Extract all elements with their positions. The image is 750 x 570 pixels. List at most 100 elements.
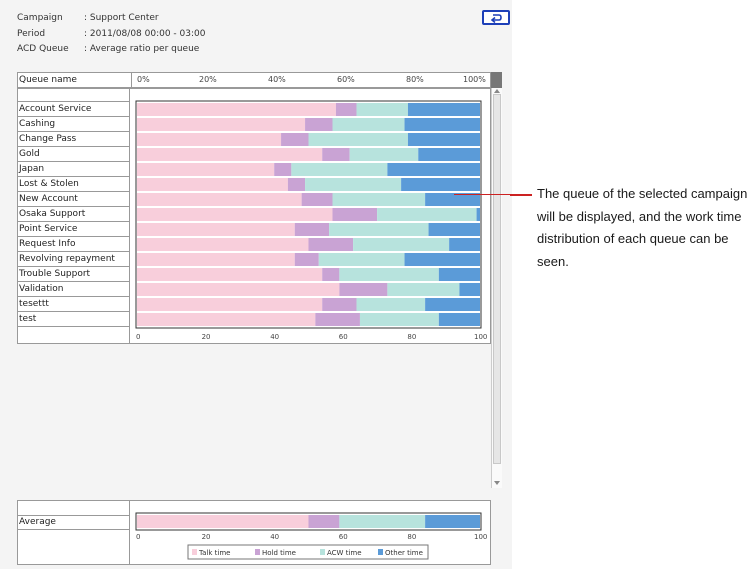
scroll-thumb[interactable] [493,94,501,464]
acd-queue-value: : Average ratio per queue [84,44,200,54]
average-axis-tick-label: 80 [407,533,416,541]
legend-label: Hold time [262,549,296,557]
axis-tick-label: 40 [270,333,279,341]
talk-time-segment [137,103,336,116]
hold-time-segment [322,298,357,311]
queue-name-item: Account Service [18,102,129,117]
acw-time-segment [332,193,426,206]
acw-time-segment [318,253,405,266]
talk-time-segment [137,268,323,281]
queue-stacked-bar-chart: 0 20 40 60 80 100 [135,100,487,341]
queue-name-item: test [18,312,129,327]
talk-time-segment [137,178,288,191]
scroll-up-icon[interactable] [494,89,500,93]
hold-time-segment [294,253,319,266]
axis-tick-label: 80 [407,333,416,341]
average-row-label: Average [18,515,129,530]
queue-name-item: Gold [18,147,129,162]
hold-time-segment [294,223,330,236]
talk-time-segment [137,298,323,311]
other-time-segment [404,118,480,131]
legend-label: ACW time [327,549,362,557]
hold-time-segment [339,283,388,296]
hold-time-segment [332,208,378,221]
acw-time-segment [356,298,426,311]
other-time-segment [438,313,480,326]
report-panel: Campaign : Support Center Period : 2011/… [0,0,512,569]
talk-time-segment [137,283,340,296]
other-time-segment [476,208,480,221]
hold-time-segment [305,118,333,131]
acw-time-segment [291,163,388,176]
other-time-segment [401,178,480,191]
acw-time-segment [349,148,419,161]
other-time-segment [404,253,480,266]
queue-name-item: Request Info [18,237,129,252]
legend-swatch [255,549,260,555]
talk-time-segment [137,148,323,161]
axis-tick-label: 60 [339,333,348,341]
pct-tick-label: 100% [463,75,486,84]
legend-frame [187,544,429,560]
average-plot-frame [135,512,482,531]
callout-annotation: The queue of the selected campaign will … [537,186,748,269]
plot-frame [135,100,482,329]
average-spacer [18,501,129,516]
other-time-segment [418,148,480,161]
talk-time-segment [137,223,295,236]
average-name-column: Average [17,500,130,565]
scroll-down-icon[interactable] [494,481,500,485]
callout-pointer-line [454,194,510,195]
name-spacer [18,89,129,102]
chart-legend: Talk time Hold time ACW time Other time [187,544,429,560]
talk-time-segment [137,208,333,221]
queue-name-item: Change Pass [18,132,129,147]
queue-name-item: New Account [18,192,129,207]
queue-name-item: Japan [18,162,129,177]
average-acw-time-segment [339,515,426,528]
talk-time-segment [137,163,275,176]
header-divider [131,73,132,87]
pct-tick-label: 40% [268,75,286,84]
acw-time-segment [305,178,402,191]
hold-time-segment [301,193,333,206]
average-other-time-segment [425,515,480,528]
return-arrow-icon [490,14,502,24]
queue-name-item: Trouble Support [18,267,129,282]
scroll-header-block [491,72,502,88]
queue-name-header: Queue name [19,75,77,85]
legend-label: Other time [385,549,423,557]
axis-tick-label: 0 [136,333,140,341]
average-axis-tick-label: 40 [270,533,279,541]
hold-time-segment [308,238,354,251]
other-time-segment [425,193,480,206]
average-talk-time-segment [137,515,309,528]
callout-pointer-line [510,194,532,196]
hold-time-segment [287,178,306,191]
hold-time-segment [315,313,360,326]
acw-time-segment [387,283,460,296]
other-time-segment [428,223,480,236]
acw-time-segment [308,133,408,146]
talk-time-segment [137,253,295,266]
legend-swatch [192,549,197,555]
return-button[interactable] [482,10,510,25]
pct-tick-label: 20% [199,75,217,84]
average-axis-tick-label: 0 [136,533,140,541]
hold-time-segment [322,268,340,281]
other-time-segment [438,268,480,281]
campaign-label: Campaign [17,13,63,23]
acd-queue-label: ACD Queue [17,44,69,54]
talk-time-segment [137,133,282,146]
pct-tick-label: 60% [337,75,355,84]
hold-time-segment [322,148,350,161]
hold-time-segment [281,133,309,146]
queue-name-item: Lost & Stolen [18,177,129,192]
chart-scrollbar[interactable] [491,88,502,488]
average-hold-time-segment [308,515,340,528]
talk-time-segment [137,238,309,251]
acw-time-segment [356,103,408,116]
axis-tick-label: 100 [474,333,487,341]
other-time-segment [425,298,480,311]
period-label: Period [17,29,46,39]
